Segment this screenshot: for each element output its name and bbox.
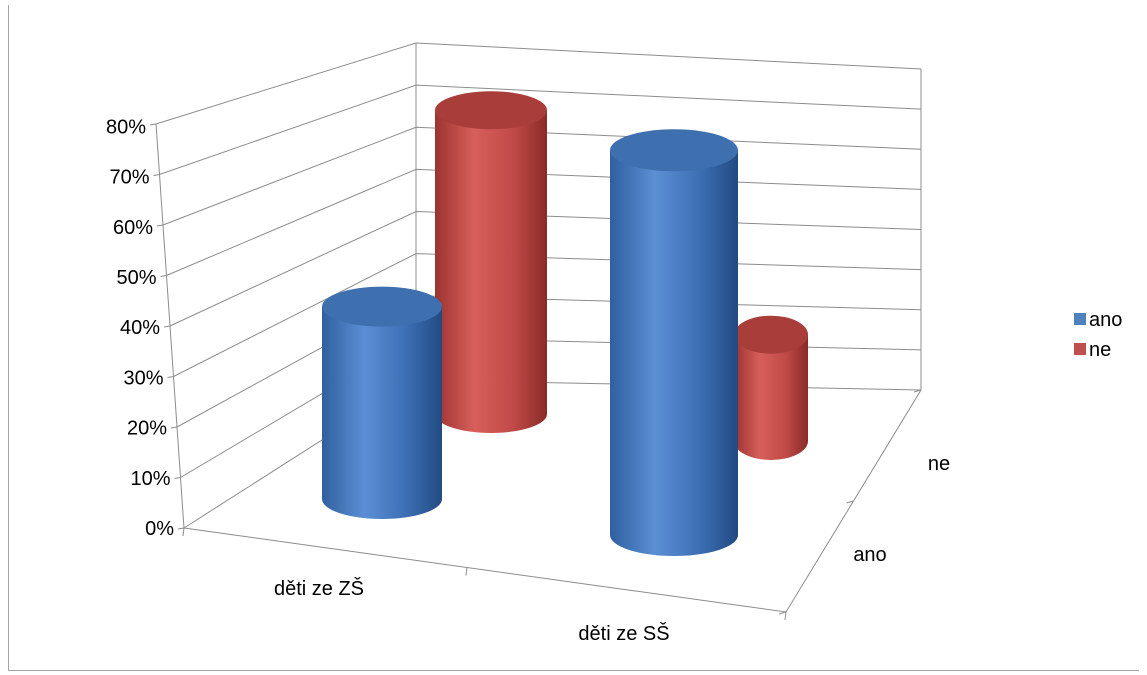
y-tick-mark-4: [163, 325, 171, 328]
y-tick-mark-1: [174, 477, 181, 479]
y-tick-label: 30%: [123, 367, 163, 389]
y-tick-mark-3: [167, 376, 174, 378]
bar-body: [435, 110, 547, 433]
category-label: děti ze SŠ: [578, 622, 669, 645]
y-tick-label: 60%: [113, 217, 153, 239]
legend-swatch: [1074, 313, 1086, 325]
y-tick-mark-8: [149, 123, 157, 126]
gridline-1: [180, 337, 922, 478]
gridline-0: [183, 379, 922, 529]
y-tick-label: 80%: [106, 116, 146, 138]
category-labels: děti ze ZŠ děti ze SŠ: [274, 577, 670, 645]
bar-ne-0: [435, 91, 547, 433]
y-tick-label: 50%: [116, 267, 156, 289]
bar-top: [435, 91, 547, 130]
depth-tick-mark-2: [913, 389, 922, 393]
bar-ne-1: [734, 315, 808, 460]
x-tick-mark-1: [465, 567, 468, 576]
bar-ano-1: [610, 129, 738, 556]
depth-label: ano: [853, 544, 886, 566]
legend-label: ne: [1089, 339, 1111, 361]
depth-tick-mark-0: [778, 611, 787, 615]
legend-swatch: [1074, 343, 1086, 355]
y-tick-label: 0%: [145, 518, 174, 540]
y-tick-mark-6: [156, 224, 164, 227]
depth-tick-mark-1: [846, 500, 854, 504]
y-tick-label: 20%: [127, 418, 167, 440]
bar-body: [610, 150, 738, 556]
bar-ano-0: [322, 286, 442, 519]
depth-axis-labels: ano ne: [853, 453, 950, 566]
y-tick-mark-7: [153, 174, 160, 176]
y-tick-mark-0: [177, 527, 185, 530]
y-tick-mark-5: [160, 275, 167, 277]
y-tick-label: 40%: [120, 317, 160, 339]
legend-label: ano: [1089, 309, 1122, 331]
bar-top: [610, 129, 738, 172]
x-tick-mark-2: [784, 611, 787, 621]
y-axis-ticks: 0% 10% 20% 30% 40% 50% 60% 70% 80%: [106, 116, 174, 540]
bar-body: [734, 334, 808, 460]
chart-area: [8, 5, 1139, 671]
chart-bars: [322, 91, 808, 556]
bar-body: [322, 306, 442, 519]
chart-walls: [149, 42, 922, 621]
gridline-2: [176, 295, 922, 428]
bar-top: [734, 315, 808, 354]
y-tick-mark-2: [170, 426, 178, 429]
depth-label: ne: [928, 453, 950, 475]
y-tick-label: 10%: [130, 468, 170, 490]
category-label: děti ze ZŠ: [274, 577, 364, 600]
bar-top: [322, 286, 442, 327]
x-tick-mark-0: [182, 527, 185, 537]
legend: ano ne: [1074, 309, 1122, 361]
y-tick-label: 70%: [109, 167, 149, 189]
